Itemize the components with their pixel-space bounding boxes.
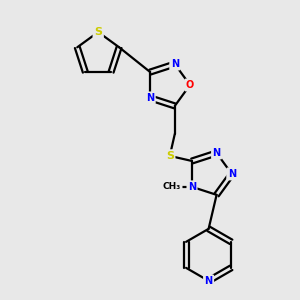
Text: N: N — [205, 276, 213, 286]
Text: S: S — [94, 27, 102, 37]
Text: N: N — [212, 148, 221, 158]
Text: N: N — [171, 59, 179, 69]
Text: N: N — [188, 182, 196, 192]
Text: N: N — [228, 169, 236, 179]
Text: CH₃: CH₃ — [163, 182, 181, 191]
Text: S: S — [166, 151, 174, 161]
Text: O: O — [186, 80, 194, 90]
Text: N: N — [146, 93, 154, 103]
